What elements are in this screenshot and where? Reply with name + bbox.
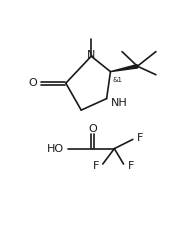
Text: F: F xyxy=(93,161,99,171)
Text: F: F xyxy=(127,161,134,171)
Text: N: N xyxy=(87,51,95,61)
Text: O: O xyxy=(29,78,37,88)
Text: F: F xyxy=(137,133,143,143)
Text: NH: NH xyxy=(110,98,127,108)
Text: O: O xyxy=(88,124,97,134)
Text: HO: HO xyxy=(47,144,64,154)
Text: &1: &1 xyxy=(112,77,122,83)
Polygon shape xyxy=(110,65,138,72)
